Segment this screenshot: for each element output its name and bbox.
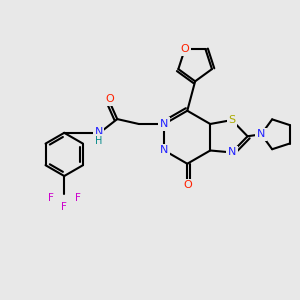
Text: O: O <box>105 94 114 104</box>
Text: S: S <box>228 115 236 125</box>
Text: H: H <box>95 136 102 146</box>
Text: N: N <box>228 148 236 158</box>
Text: N: N <box>160 146 169 155</box>
Text: N: N <box>160 119 169 129</box>
Text: F: F <box>75 193 81 202</box>
Text: O: O <box>183 180 192 190</box>
Text: O: O <box>180 44 189 54</box>
Text: N: N <box>94 127 103 137</box>
Text: F: F <box>48 193 53 202</box>
Text: F: F <box>61 202 67 212</box>
Text: N: N <box>257 129 266 139</box>
